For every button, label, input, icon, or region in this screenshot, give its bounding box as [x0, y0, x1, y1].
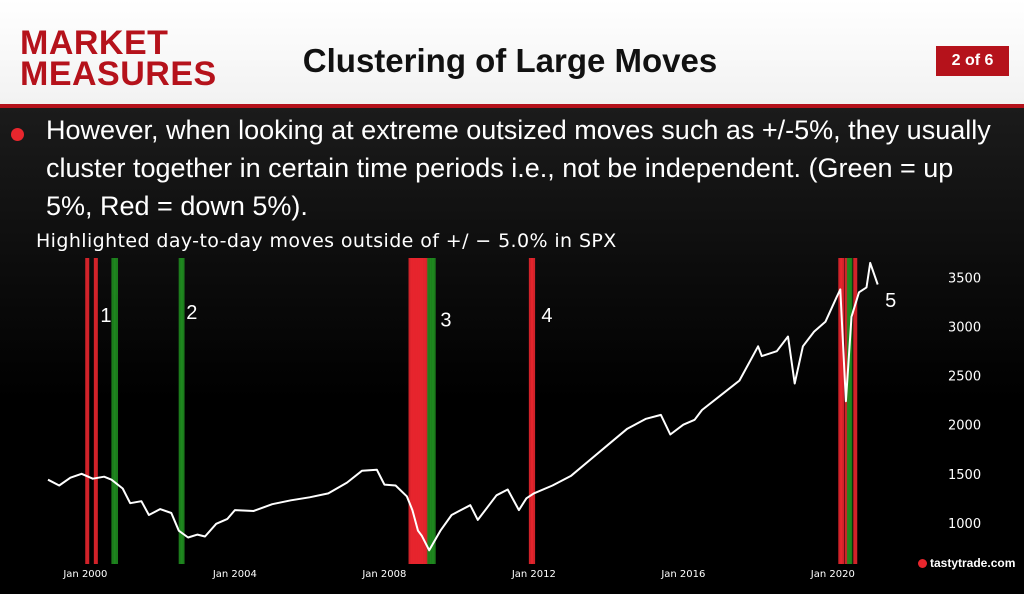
- highlight-band-up: [180, 258, 185, 564]
- highlight-band-down: [528, 258, 533, 564]
- highlight-band-down: [531, 258, 536, 564]
- market-measures-logo: MARKET MEASURES: [20, 24, 217, 93]
- highlight-band-down: [840, 258, 845, 564]
- bullet-dot-icon: [11, 128, 24, 141]
- cluster-label: 2: [186, 302, 197, 324]
- chart-title: Highlighted day-to-day moves outside of …: [36, 230, 617, 252]
- highlight-band-down: [93, 258, 98, 564]
- logo-line-2: MEASURES: [20, 55, 217, 93]
- highlight-band-up: [111, 258, 116, 564]
- highlight-band-down: [853, 258, 858, 564]
- x-tick-label: Jan 2008: [361, 569, 406, 580]
- highlight-band-down: [421, 258, 426, 564]
- highlight-band-down: [844, 258, 849, 564]
- tastytrade-watermark: tastytrade.com: [918, 556, 1015, 570]
- cherry-icon: [918, 559, 927, 569]
- slide-title: Clustering of Large Moves: [302, 42, 718, 79]
- cluster-label: 3: [440, 310, 451, 332]
- cluster-label: 4: [541, 305, 552, 327]
- highlight-band-up: [431, 258, 436, 564]
- bullet-text: However, when looking at extreme outsize…: [46, 115, 991, 221]
- spx-price-line: [47, 261, 879, 552]
- y-tick-label: 3000: [948, 321, 981, 336]
- y-tick-label: 2000: [948, 419, 981, 434]
- cluster-label: 5: [885, 290, 896, 312]
- highlight-band-down: [85, 258, 90, 564]
- header-divider: [0, 104, 1024, 108]
- highlight-band-up: [427, 258, 432, 564]
- highlight-band-up: [114, 258, 119, 564]
- x-tick-label: Jan 2000: [62, 569, 107, 580]
- slide-header: MARKET MEASURES Clustering of Large Move…: [0, 0, 1024, 104]
- watermark-text: tastytrade.com: [930, 556, 1016, 570]
- x-tick-label: Jan 2016: [660, 569, 705, 580]
- highlight-band-down: [424, 258, 429, 564]
- highlight-band-up: [848, 258, 853, 564]
- logo-line-1: MARKET: [20, 24, 169, 62]
- y-tick-label: 1000: [948, 517, 981, 532]
- y-tick-label: 1500: [948, 468, 981, 483]
- x-tick-label: Jan 2012: [511, 569, 556, 580]
- y-tick-label: 3500: [948, 272, 981, 287]
- x-tick-label: Jan 2020: [810, 569, 855, 580]
- cluster-label: 1: [100, 305, 111, 327]
- x-tick-label: Jan 2004: [212, 569, 257, 580]
- page-indicator-badge: 2 of 6: [936, 46, 1009, 76]
- y-tick-label: 2500: [948, 370, 981, 385]
